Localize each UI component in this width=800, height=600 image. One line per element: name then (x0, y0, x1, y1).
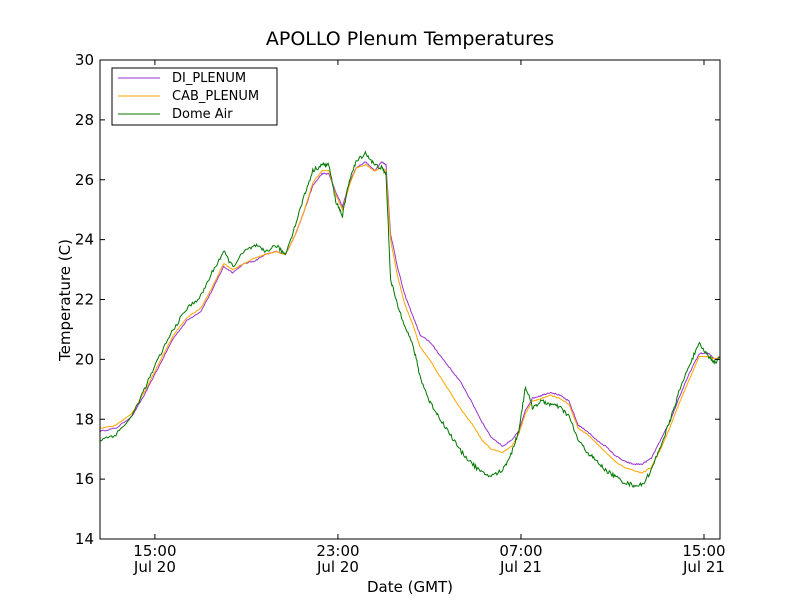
x-tick-label-time: 15:00 (682, 542, 725, 560)
x-tick-label-time: 23:00 (316, 542, 359, 560)
y-tick-label: 26 (75, 171, 94, 189)
legend: DI_PLENUM CAB_PLENUM Dome Air (111, 67, 278, 126)
x-tick-label-date: Jul 21 (499, 558, 542, 576)
x-tick-label-date: Jul 20 (316, 558, 359, 576)
y-tick-label: 30 (75, 51, 94, 69)
y-tick-label: 20 (75, 350, 94, 368)
legend-label: Dome Air (172, 107, 233, 122)
series-line-cab-plenum (100, 163, 720, 474)
chart-title: APOLLO Plenum Temperatures (266, 28, 554, 50)
y-tick-label: 22 (75, 291, 94, 309)
y-tick-label: 18 (75, 410, 94, 428)
y-tick-label: 16 (75, 470, 94, 488)
y-tick-label: 28 (75, 111, 94, 129)
legend-label: CAB_PLENUM (172, 89, 259, 104)
x-tick-label-time: 07:00 (499, 542, 542, 560)
y-axis-label: Temperature (C) (56, 239, 74, 362)
y-tick-label: 14 (75, 530, 94, 548)
legend-label: DI_PLENUM (172, 71, 246, 86)
y-tick-label: 24 (75, 231, 94, 249)
x-tick-label-date: Jul 20 (133, 558, 176, 576)
x-tick-label-date: Jul 21 (682, 558, 725, 576)
x-tick-label-time: 15:00 (133, 542, 176, 560)
series-line-dome-air (100, 150, 720, 489)
x-axis-label: Date (GMT) (367, 578, 453, 596)
